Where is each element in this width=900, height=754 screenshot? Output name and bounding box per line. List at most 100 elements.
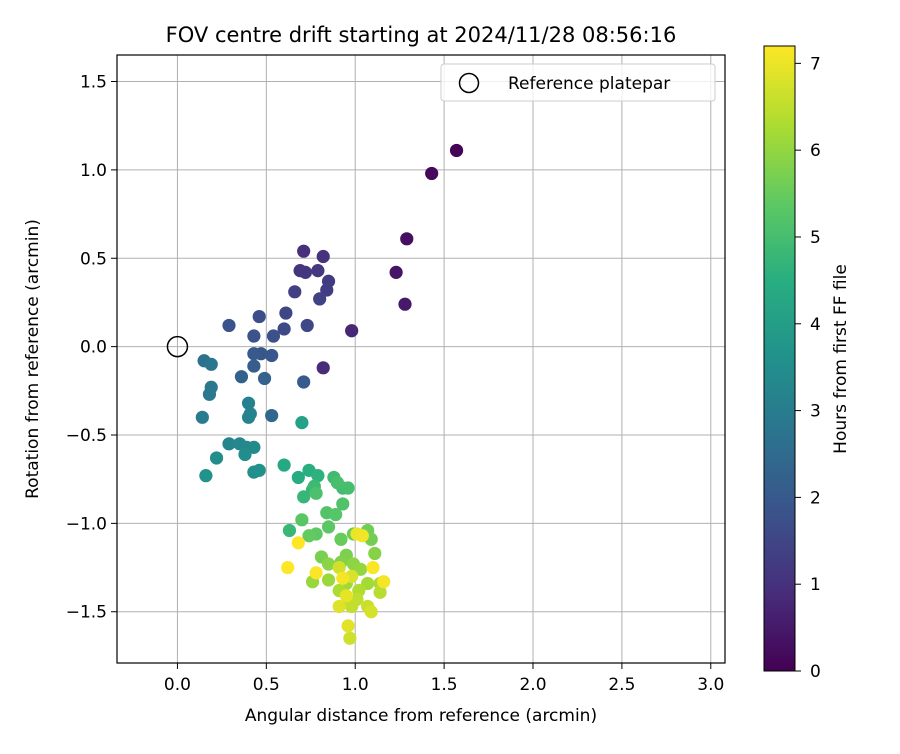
- data-point: [336, 571, 350, 585]
- data-point: [252, 309, 266, 324]
- data-point: [288, 285, 302, 299]
- data-point: [265, 348, 279, 363]
- data-point: [336, 497, 350, 511]
- data-point: [316, 361, 330, 375]
- data-point: [238, 447, 252, 462]
- data-point: [311, 469, 325, 483]
- legend-label-reference: Reference platepar: [508, 74, 670, 94]
- data-point: [277, 322, 291, 336]
- y-tick-label: 0.0: [80, 338, 107, 358]
- data-point: [202, 387, 217, 401]
- data-point: [243, 407, 257, 421]
- data-point: [353, 562, 368, 576]
- colorbar: [763, 45, 796, 672]
- x-tick-label: 1.5: [431, 675, 458, 695]
- y-axis-label: Rotation from reference (arcmin): [23, 219, 43, 499]
- data-point: [266, 329, 281, 343]
- data-point: [398, 297, 412, 311]
- colorbar-tick-label: 2: [810, 488, 821, 508]
- data-point: [281, 560, 295, 575]
- data-point: [247, 440, 261, 454]
- x-tick-label: 1.0: [342, 675, 369, 695]
- data-point: [366, 560, 380, 575]
- y-tick-label: −1.0: [66, 514, 107, 534]
- data-point: [345, 599, 359, 614]
- y-tick-label: 1.0: [80, 161, 107, 181]
- data-point: [345, 324, 359, 338]
- data-point: [247, 329, 261, 343]
- data-point: [297, 244, 311, 258]
- data-point: [320, 283, 334, 297]
- data-point: [313, 292, 327, 306]
- data-point: [332, 560, 346, 575]
- legend: Reference platepar: [440, 63, 716, 102]
- data-point: [297, 375, 311, 389]
- chart-title: FOV centre drift starting at 2024/11/28 …: [166, 23, 677, 47]
- data-point: [309, 566, 323, 580]
- data-point: [329, 507, 343, 522]
- y-tick-label: −0.5: [66, 426, 107, 446]
- reference-platepar-point: [166, 335, 189, 358]
- data-point: [377, 575, 391, 589]
- data-point: [316, 249, 330, 264]
- colorbar-tick-label: 5: [810, 228, 821, 248]
- data-point: [282, 523, 297, 538]
- data-point: [361, 576, 375, 591]
- legend-marker-reference: [458, 72, 480, 94]
- data-point: [321, 557, 336, 571]
- data-point: [449, 143, 464, 158]
- data-point: [334, 532, 348, 546]
- y-tick-label: 0.5: [80, 249, 107, 269]
- data-point: [291, 470, 305, 485]
- x-tick-label: 3.0: [697, 675, 724, 695]
- data-point: [300, 318, 314, 333]
- colorbar-label: Hours from first FF file: [831, 264, 851, 454]
- colorbar-tick-label: 0: [810, 662, 821, 682]
- data-point: [298, 265, 313, 279]
- data-point: [343, 631, 357, 645]
- colorbar-tick-label: 7: [810, 54, 821, 74]
- x-tick-label: 0.0: [164, 675, 191, 695]
- data-point: [341, 619, 355, 633]
- data-point: [204, 357, 218, 371]
- data-point: [321, 573, 336, 587]
- data-point: [234, 370, 249, 384]
- data-point: [309, 486, 323, 500]
- data-points: [195, 143, 464, 645]
- data-point: [321, 520, 336, 534]
- data-point: [355, 529, 369, 543]
- data-point: [339, 589, 353, 603]
- data-point: [302, 529, 316, 543]
- data-point: [400, 232, 414, 246]
- data-point: [277, 458, 291, 472]
- data-point: [199, 469, 213, 483]
- data-point: [279, 306, 293, 320]
- data-point: [247, 347, 261, 361]
- data-point: [252, 463, 266, 477]
- data-point: [265, 408, 279, 423]
- colorbar-ticks: 0 1 2 3 4 5 6 7: [795, 54, 821, 682]
- reference-marker: [166, 335, 189, 358]
- colorbar-tick-label: 4: [810, 315, 821, 335]
- data-point: [341, 481, 355, 495]
- data-point: [195, 410, 209, 424]
- data-point: [389, 265, 403, 279]
- data-point: [222, 437, 236, 451]
- y-axis-ticks: −1.5 −1.0 −0.5 0.0 0.5 1.0 1.5: [66, 73, 117, 623]
- data-point: [311, 264, 325, 278]
- x-axis-ticks: 0.0 0.5 1.0 1.5 2.0 2.5 3.0: [164, 663, 724, 695]
- data-point: [332, 599, 346, 614]
- data-point: [209, 451, 224, 465]
- x-tick-label: 2.5: [608, 675, 635, 695]
- data-point: [330, 476, 345, 490]
- y-tick-label: −1.5: [66, 603, 107, 623]
- data-point: [373, 585, 387, 599]
- data-point: [247, 359, 261, 373]
- y-tick-label: 1.5: [80, 73, 107, 93]
- data-point: [295, 513, 309, 527]
- legend-box: [440, 63, 716, 102]
- data-point: [364, 605, 378, 619]
- data-point: [295, 416, 309, 430]
- x-axis-label: Angular distance from reference (arcmin): [245, 706, 597, 726]
